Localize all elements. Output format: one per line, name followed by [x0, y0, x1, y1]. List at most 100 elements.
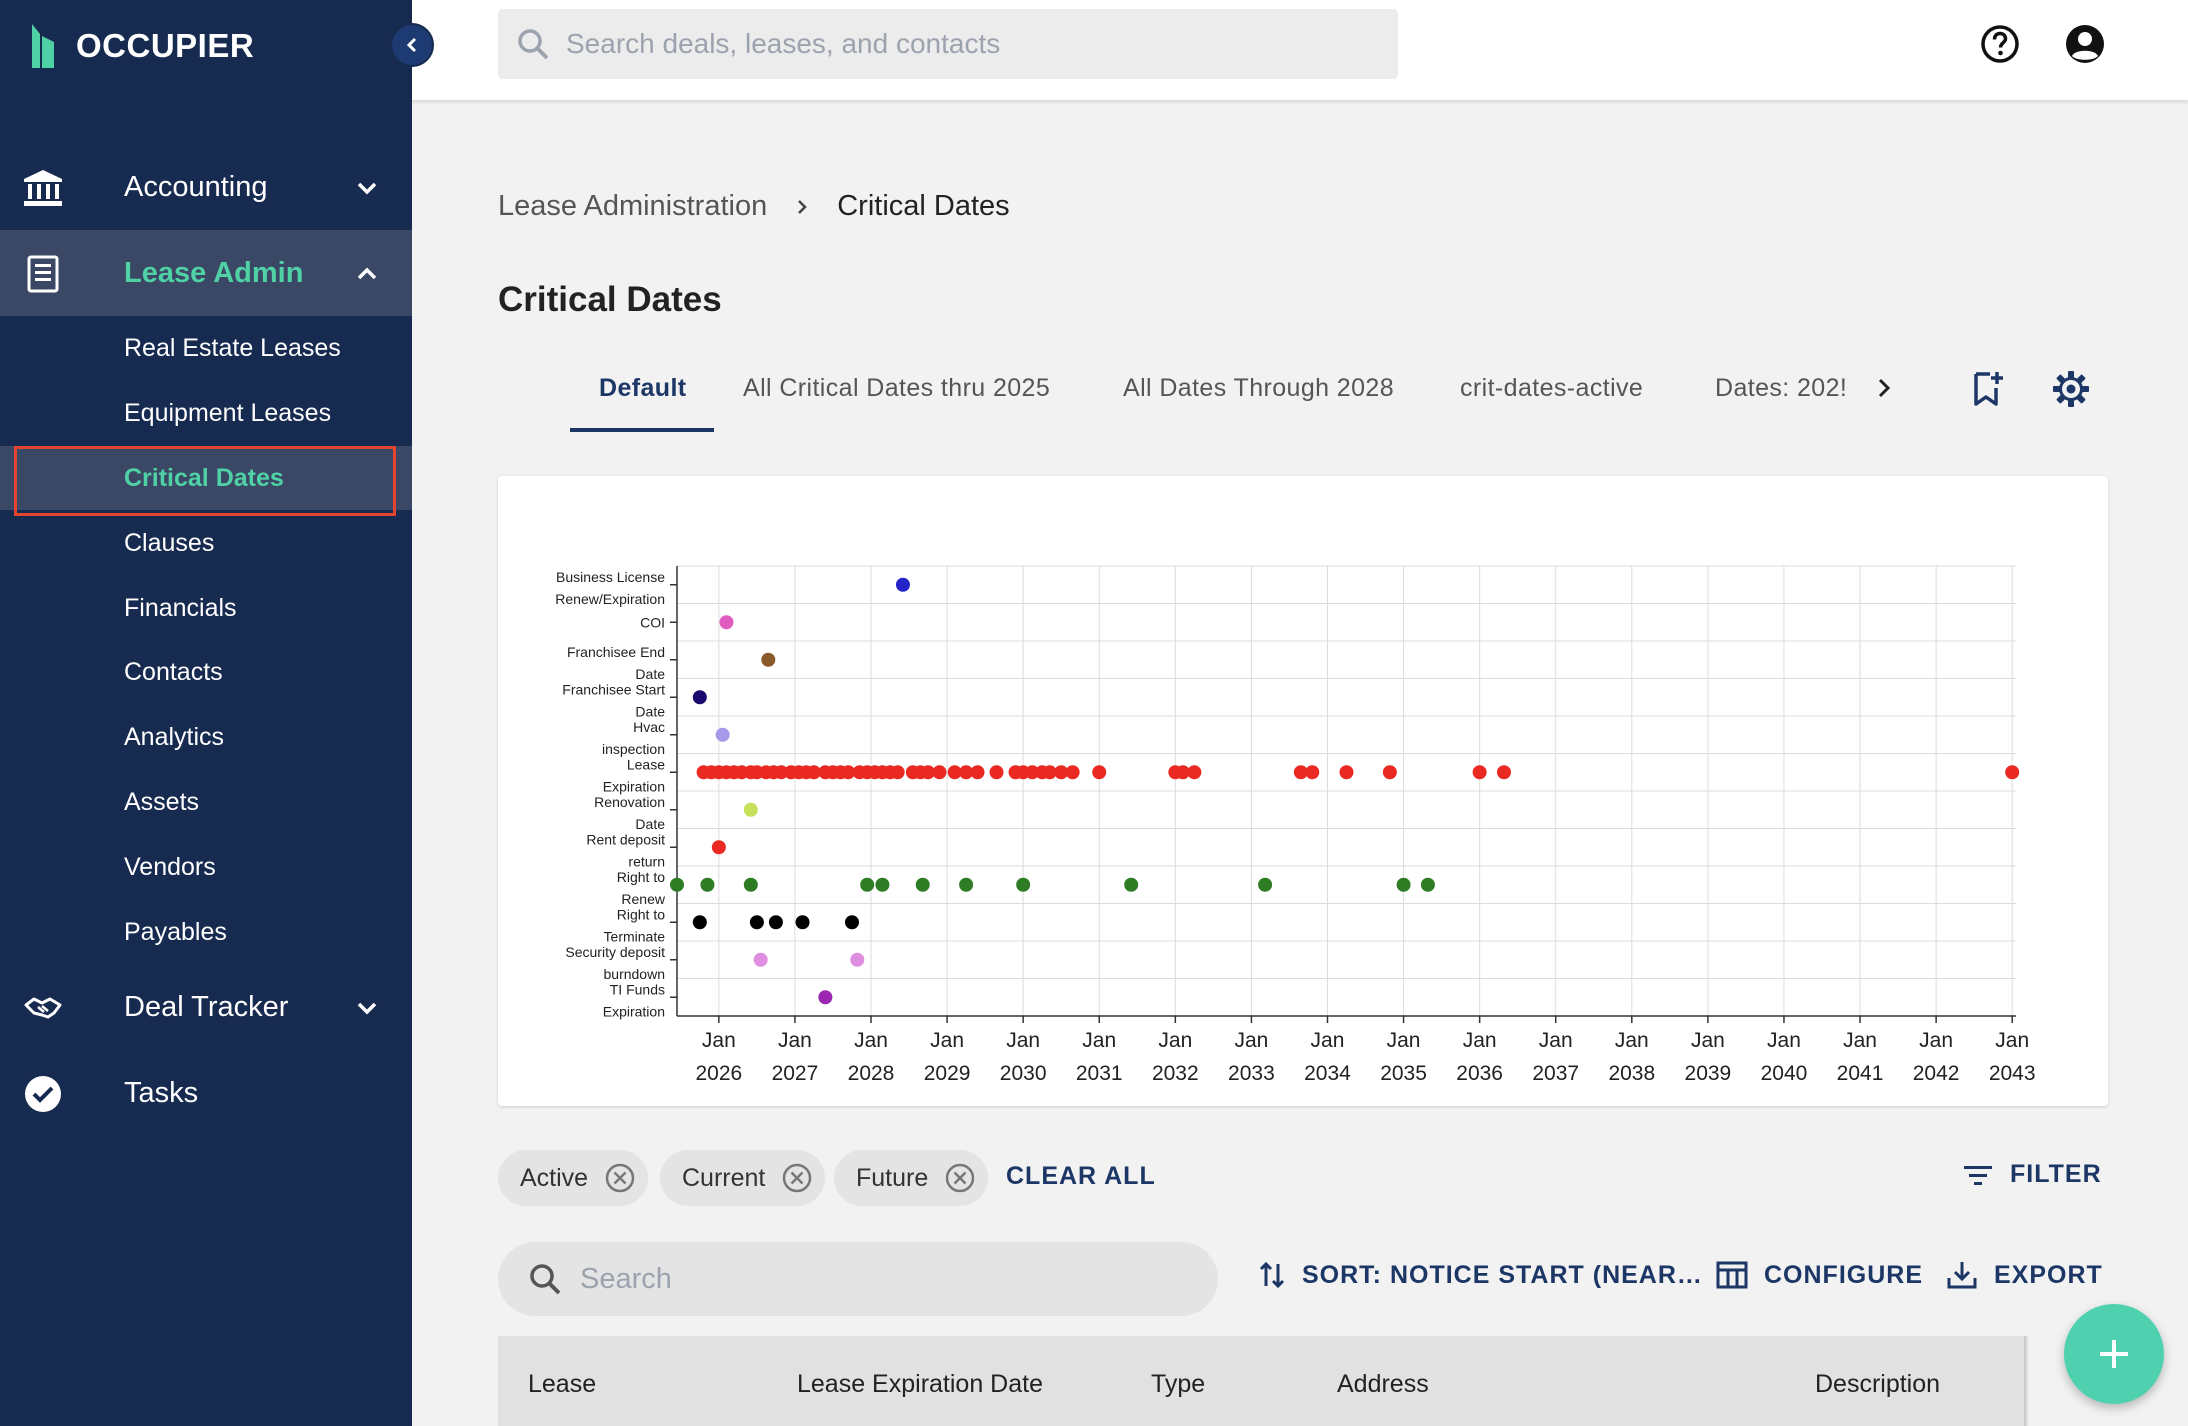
nav-accounting[interactable]: Accounting — [0, 144, 412, 230]
search-icon — [530, 1264, 561, 1295]
plus-icon — [2100, 1340, 2128, 1368]
sidebar-item-vendors[interactable]: Vendors — [124, 852, 216, 881]
x-tick-label: Jan — [1995, 1029, 2029, 1052]
breadcrumb-current: Critical Dates — [837, 190, 1010, 222]
filter-chip-active: Active — [498, 1150, 649, 1206]
page-title: Critical Dates — [498, 280, 722, 319]
close-circle-icon[interactable] — [781, 1162, 813, 1194]
y-category-label: Date — [635, 666, 665, 682]
data-point — [1382, 765, 1397, 780]
x-tick-label: 2027 — [772, 1062, 819, 1085]
configure-button[interactable]: CONFIGURE — [1716, 1260, 1923, 1290]
data-point — [959, 765, 974, 780]
data-point — [1293, 765, 1308, 780]
tab-all-dates-2028[interactable]: All Dates Through 2028 — [1123, 374, 1395, 402]
close-circle-icon[interactable] — [944, 1162, 976, 1194]
filter-chip-future: Future — [834, 1150, 989, 1206]
account-icon[interactable] — [2064, 23, 2106, 65]
y-category-label: Business License — [556, 569, 665, 585]
data-point — [1339, 765, 1354, 780]
data-point — [1065, 765, 1080, 780]
tab-crit-dates-active[interactable]: crit-dates-active — [1460, 374, 1644, 402]
nav-deal-tracker[interactable]: Deal Tracker — [0, 964, 412, 1050]
top-bar — [412, 0, 2188, 100]
data-point — [711, 840, 726, 855]
y-category-label: Date — [635, 703, 665, 719]
x-tick-label: Jan — [930, 1029, 964, 1052]
x-tick-label: Jan — [1006, 1029, 1040, 1052]
data-point — [1258, 877, 1273, 892]
nav-lease-admin[interactable]: Lease Admin — [0, 230, 412, 316]
document-icon — [27, 255, 59, 293]
data-point — [1472, 765, 1487, 780]
x-tick-label: Jan — [854, 1029, 888, 1052]
sort-button[interactable]: SORT: NOTICE START (NEAR… — [1258, 1260, 1703, 1290]
y-category-label: Hvac — [633, 719, 665, 735]
y-category-label: COI — [640, 614, 665, 630]
column-header-description[interactable]: Description — [1815, 1370, 1941, 1398]
nav-accounting-label: Accounting — [124, 170, 268, 203]
y-category-label: Expiration — [603, 778, 665, 794]
x-tick-label: 2033 — [1228, 1062, 1275, 1085]
x-tick-label: Jan — [1311, 1029, 1345, 1052]
data-point — [719, 615, 734, 630]
data-point — [692, 690, 707, 705]
nav-tasks[interactable]: Tasks — [0, 1050, 412, 1136]
table-search-input[interactable] — [580, 1262, 1180, 1296]
table-search[interactable] — [498, 1242, 1218, 1316]
chevron-right-icon[interactable] — [1872, 376, 1896, 400]
sidebar-item-clauses[interactable]: Clauses — [124, 528, 215, 557]
x-tick-label: 2043 — [1989, 1062, 2036, 1085]
y-category-label: Franchisee End — [567, 644, 665, 660]
filter-icon — [1964, 1165, 1992, 1185]
global-search[interactable] — [498, 9, 1398, 79]
collapse-sidebar-button[interactable] — [390, 23, 434, 67]
gear-icon[interactable] — [2052, 370, 2090, 408]
sidebar-item-financials[interactable]: Financials — [124, 593, 237, 622]
handshake-icon — [24, 997, 62, 1019]
data-point — [774, 765, 789, 780]
breadcrumb-lease-administration[interactable]: Lease Administration — [498, 190, 768, 222]
x-tick-label: 2037 — [1532, 1062, 1579, 1085]
sidebar-item-assets[interactable]: Assets — [124, 787, 200, 816]
column-header-lease[interactable]: Lease — [528, 1370, 597, 1398]
sidebar-item-payables[interactable]: Payables — [124, 917, 227, 946]
logo[interactable]: OCCUPIER — [30, 22, 254, 70]
x-tick-label: 2038 — [1608, 1062, 1655, 1085]
y-category-label: Right to — [617, 906, 665, 922]
close-circle-icon[interactable] — [604, 1162, 636, 1194]
y-category-label: Security deposit — [565, 944, 665, 960]
data-point — [768, 915, 783, 930]
timeline-scatter-chart: Jan 2026 Jan 2027 Jan 2028 Jan 2029 Jan 2030 Jan 20… — [555, 565, 2036, 1085]
column-header-address[interactable]: Address — [1337, 1370, 1429, 1398]
data-point — [1175, 765, 1190, 780]
column-header-type[interactable]: Type — [1151, 1370, 1206, 1398]
chevron-right-icon — [798, 199, 807, 214]
x-tick-label: 2026 — [695, 1062, 742, 1085]
y-category-label: Date — [635, 816, 665, 832]
sidebar-item-critical-dates[interactable]: Critical Dates — [0, 446, 412, 516]
add-button[interactable] — [2064, 1304, 2164, 1404]
y-category-label: Terminate — [604, 928, 666, 944]
clear-all-filters-button[interactable]: CLEAR ALL — [1006, 1162, 1156, 1190]
tab-default[interactable]: Default — [599, 374, 687, 402]
sidebar-item-real-estate-leases[interactable]: Real Estate Leases — [124, 333, 341, 362]
x-tick-label: Jan — [1234, 1029, 1268, 1052]
tab-dates-202[interactable]: Dates: 202! — [1715, 374, 1848, 402]
data-point — [1042, 765, 1057, 780]
check-circle-icon — [25, 1076, 61, 1112]
export-button[interactable]: EXPORT — [1946, 1260, 2103, 1290]
sidebar-item-equipment-leases[interactable]: Equipment Leases — [124, 398, 332, 427]
filter-button[interactable]: FILTER — [1962, 1160, 2102, 1189]
help-icon[interactable] — [1979, 23, 2021, 65]
sidebar-item-contacts[interactable]: Contacts — [124, 657, 223, 686]
sidebar-item-analytics[interactable]: Analytics — [124, 722, 225, 751]
x-tick-label: Jan — [1082, 1029, 1116, 1052]
data-point — [1396, 877, 1411, 892]
y-category-label: inspection — [602, 741, 665, 757]
data-point — [989, 765, 1004, 780]
global-search-input[interactable] — [566, 28, 1386, 60]
bookmark-add-icon[interactable] — [1968, 370, 2006, 408]
tab-all-critical-dates-2025[interactable]: All Critical Dates thru 2025 — [743, 374, 1051, 402]
column-header-lease-expiration-date[interactable]: Lease Expiration Date — [797, 1370, 1043, 1398]
